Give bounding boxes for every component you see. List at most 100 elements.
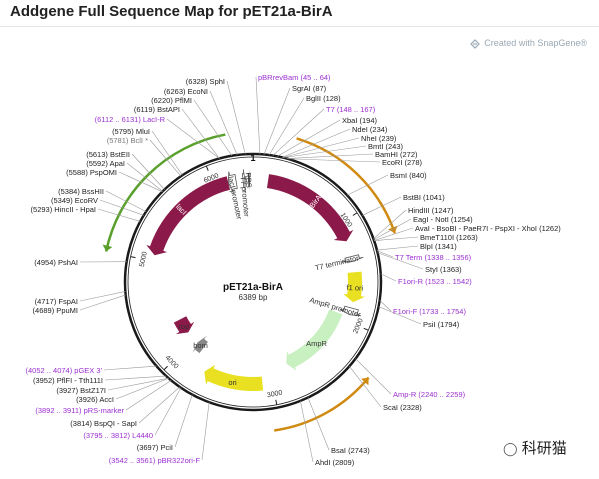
site-label-eagi-noti: EagI - NotI (1254) <box>413 215 473 224</box>
feature-label-t7-terminator: T7 terminator <box>314 253 360 272</box>
tick-label-5000: 5000 <box>139 251 149 268</box>
site-label-sphi: (6328) SphI <box>186 77 225 86</box>
tick-label-2000: 2000 <box>352 318 365 335</box>
watermark-text: 科研猫 <box>521 440 567 457</box>
site-labels: (6328) SphI(6263) EcoNI(6220) PflMI(6119… <box>26 73 562 467</box>
outer-arrow-2 <box>274 376 370 432</box>
feature-ampr <box>286 309 343 371</box>
site-label-bstbi: BstBI (1041) <box>403 193 445 202</box>
site-label-bsmi: BsmI (840) <box>390 171 427 180</box>
site-label-hindiii: HindIII (1247) <box>408 206 454 215</box>
site-label-bmet110i: BmeT110I (1263) <box>420 233 478 242</box>
snapgene-logo-icon <box>469 38 480 49</box>
site-label-bglii: BglII (128) <box>306 94 341 103</box>
site-label-bstz17i: (3927) BstZ17I <box>56 386 106 395</box>
leader-avai-xhoi <box>374 227 414 241</box>
site-label-ecori: EcoRI (278) <box>382 158 423 167</box>
leader-ppumi <box>79 294 126 311</box>
feature-f1-ori <box>343 271 366 303</box>
leader-eagi-noti <box>373 218 412 240</box>
site-label-pcii: (3697) PciI <box>137 443 173 452</box>
site-label-ahdi: AhdI (2809) <box>315 458 355 467</box>
leader-scai <box>349 366 382 408</box>
tick-label-3000: 3000 <box>266 389 283 399</box>
leader-pcii <box>174 394 193 448</box>
tick-2000 <box>363 327 369 331</box>
leader-mlui <box>151 130 183 176</box>
site-label-pgex-3: (4052 .. 4074) pGEX 3' <box>26 366 103 375</box>
site-label-f1ori-f: F1ori-F (1733 .. 1754) <box>393 307 466 316</box>
feature-rop <box>173 316 195 335</box>
site-label-bsai: BsaI (2743) <box>331 446 370 455</box>
outer-arrows <box>102 133 398 432</box>
snapgene-credit: Created with SnapGene® <box>469 38 587 49</box>
site-label-bstapi: (6119) BstAPI <box>134 105 180 114</box>
leader-hindiii <box>373 209 407 240</box>
header-bar: Addgene Full Sequence Map for pET21a-Bir… <box>0 0 599 27</box>
leader-hincii-hpai <box>97 208 141 222</box>
leader-bamhi <box>286 153 374 159</box>
site-label-sgrai: SgrAI (87) <box>292 84 327 93</box>
leader-bmti <box>283 145 367 158</box>
site-label-bsshii: (5384) BssHII <box>58 187 104 196</box>
feature-t7-promoter <box>241 169 246 192</box>
site-label-pspomi: (5588) PspOMI <box>66 168 117 177</box>
leader-pbrrevbam <box>255 76 261 155</box>
site-label-pbrrevbam: pBRrevBam (45 .. 64) <box>258 73 331 82</box>
leader-bmet110i <box>374 236 419 241</box>
leader-bsmi <box>346 174 389 196</box>
leader-bspqi-sapi <box>138 386 180 424</box>
leader-t7 <box>272 108 325 156</box>
start-mark: 1 <box>250 153 255 163</box>
leader-pflfi-tth111i <box>104 375 167 381</box>
leader-blpi <box>376 245 419 251</box>
leader-lines <box>79 76 424 463</box>
site-label-mlui: (5795) MluI <box>112 127 150 136</box>
leader-acci <box>115 378 169 400</box>
outer-arrow-0 <box>104 133 226 252</box>
leader-bcli <box>149 139 182 177</box>
leader-l4440 <box>154 387 182 436</box>
page-title: Addgene Full Sequence Map for pET21a-Bir… <box>10 3 333 20</box>
feature-label-ori: ori <box>228 378 237 387</box>
tick-3000 <box>275 399 278 405</box>
leader-pgex-3 <box>103 365 157 371</box>
site-label-fspai: (4717) FspAI <box>35 297 78 306</box>
leader-amp-r <box>355 358 392 395</box>
backbone-circle <box>123 152 383 412</box>
leader-nhei <box>282 137 360 158</box>
site-label-bsteii: (5613) BstEII <box>86 150 130 159</box>
site-label-ndei: NdeI (234) <box>352 125 388 134</box>
site-label-nhei: NheI (239) <box>361 134 397 143</box>
site-label-bcli: (5781) BclI * <box>107 136 148 145</box>
site-label-amp-r: Amp-R (2240 .. 2259) <box>393 390 466 399</box>
leader-prs-marker <box>125 380 172 411</box>
feature-label-ampr: AmpR <box>306 339 327 348</box>
site-label-avai-xhoi: AvaI - BsoBI - PaeR7I - PspXI - XhoI (12… <box>415 224 561 233</box>
leader-bstapi <box>181 108 220 159</box>
site-label-apai: (5592) ApaI <box>86 159 125 168</box>
site-label-t7-term: T7 Term (1338 .. 1356) <box>395 253 472 262</box>
backbone-inner-circle <box>127 156 379 408</box>
leader-bsshii <box>105 190 147 212</box>
site-label-bmti: BmtI (243) <box>368 142 404 151</box>
tick-4000 <box>163 365 168 371</box>
tick-1000 <box>352 212 358 216</box>
feature-ori <box>204 364 264 391</box>
leader-f1ori-r <box>380 273 397 282</box>
leader-bsteii <box>131 153 165 190</box>
leader-xbai <box>277 119 341 157</box>
feature-label-rop: rop <box>178 322 189 331</box>
feature-label-t7-promoter: T7 promoter <box>239 176 252 218</box>
tick-5000 <box>130 256 136 259</box>
leader-ahdi <box>300 400 314 463</box>
site-label-blpi: BlpI (1341) <box>420 242 457 251</box>
leader-laci-r <box>166 118 220 159</box>
leader-ecorv <box>99 199 144 216</box>
leader-styi <box>377 252 424 270</box>
leader-pspomi <box>118 171 163 192</box>
site-label-xbai: XbaI (194) <box>342 116 378 125</box>
leader-bstbi <box>362 196 402 216</box>
site-label-f1ori-r: F1ori-R (1523 .. 1542) <box>398 277 472 286</box>
feature-label-bom: bom <box>193 341 208 350</box>
